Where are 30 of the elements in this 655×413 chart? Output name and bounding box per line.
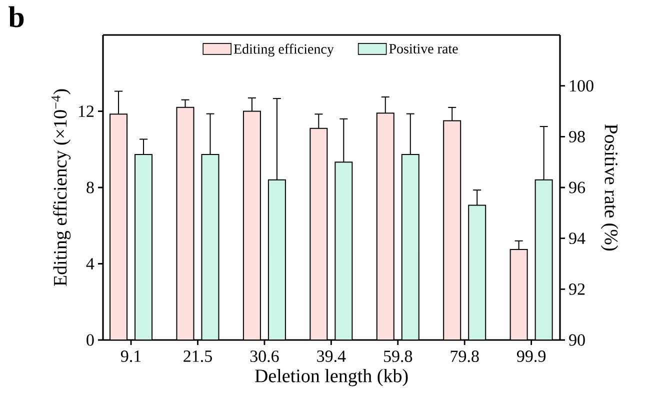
y2-tick-label: 98 <box>569 130 585 142</box>
bar <box>310 128 328 340</box>
y-tick-label: 8 <box>86 182 94 194</box>
bar <box>110 114 128 340</box>
x-tick-label: 30.6 <box>250 350 279 362</box>
x-axis-title: Deletion length (kb) <box>255 368 408 386</box>
bar <box>242 110 261 340</box>
bar <box>376 112 394 340</box>
bar <box>510 248 528 340</box>
legend-label: Positive rate <box>389 44 458 54</box>
y2-tick-label: 92 <box>569 283 585 295</box>
bar <box>443 120 462 340</box>
x-tick-label: 59.8 <box>384 350 412 362</box>
legend-label: Editing efficiency <box>234 44 334 57</box>
x-tick-label: 99.9 <box>516 350 546 362</box>
bar <box>176 106 194 340</box>
y2-tick-label: 100 <box>570 80 594 92</box>
text: b <box>8 6 24 28</box>
y2-tick-label: 96 <box>569 182 586 194</box>
y-tick-label: 4 <box>86 258 94 270</box>
y2-axis-title: Positive rate (%) <box>600 124 618 250</box>
y2-tick-label: 90 <box>569 334 585 346</box>
y-tick-label: 12 <box>78 106 94 117</box>
y-axis-title: Editing efficiency (×10$^{−4}$) <box>51 89 71 286</box>
x-tick-label: 39.4 <box>317 350 346 362</box>
x-tick-label: 79.8 <box>450 350 479 362</box>
y-tick-label: 0 <box>86 334 94 346</box>
y2-tick-label: 94 <box>569 232 586 244</box>
x-tick-label: 9.1 <box>120 350 141 362</box>
x-tick-label: 21.5 <box>184 350 212 362</box>
